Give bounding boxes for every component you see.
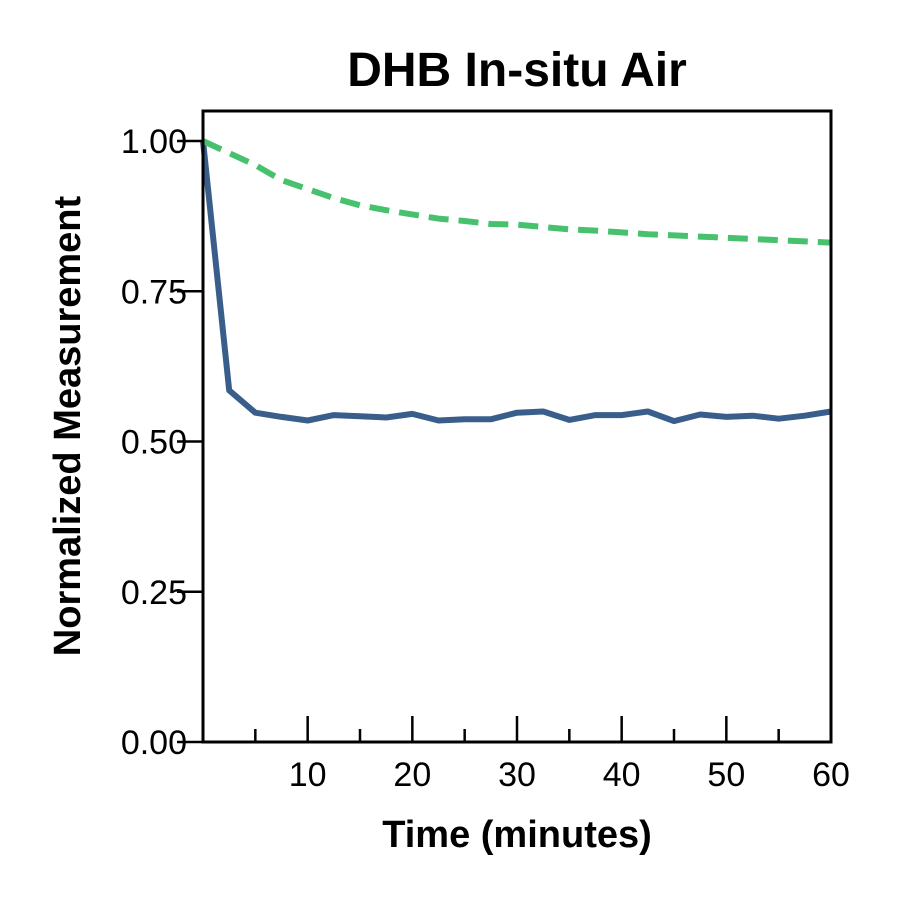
y-tick-label: 1.00 bbox=[121, 123, 187, 161]
y-tick-label: 0.50 bbox=[121, 424, 187, 462]
y-tick-label: 0.25 bbox=[121, 574, 187, 612]
plot-frame bbox=[201, 109, 833, 744]
y-axis-label: Normalized Measurement bbox=[47, 195, 89, 656]
x-tick-label: 20 bbox=[393, 756, 431, 794]
x-tick-label: 50 bbox=[707, 756, 745, 794]
x-axis-label: Time (minutes) bbox=[382, 814, 652, 856]
series-line-2 bbox=[201, 138, 832, 246]
chart-title: DHB In-situ Air bbox=[347, 44, 687, 97]
x-tick-label: 30 bbox=[498, 756, 536, 794]
x-tick-label: 60 bbox=[812, 756, 850, 794]
y-tick-label: 0.00 bbox=[121, 724, 187, 762]
y-tick-label: 0.75 bbox=[121, 273, 187, 311]
x-tick-label: 10 bbox=[289, 756, 327, 794]
series-line-1 bbox=[200, 140, 832, 425]
plot-area: 0.00 0.25 0.50 0.75 1.00 10 20 30 40 50 60 bbox=[121, 109, 850, 794]
x-tick-label: 40 bbox=[603, 756, 641, 794]
